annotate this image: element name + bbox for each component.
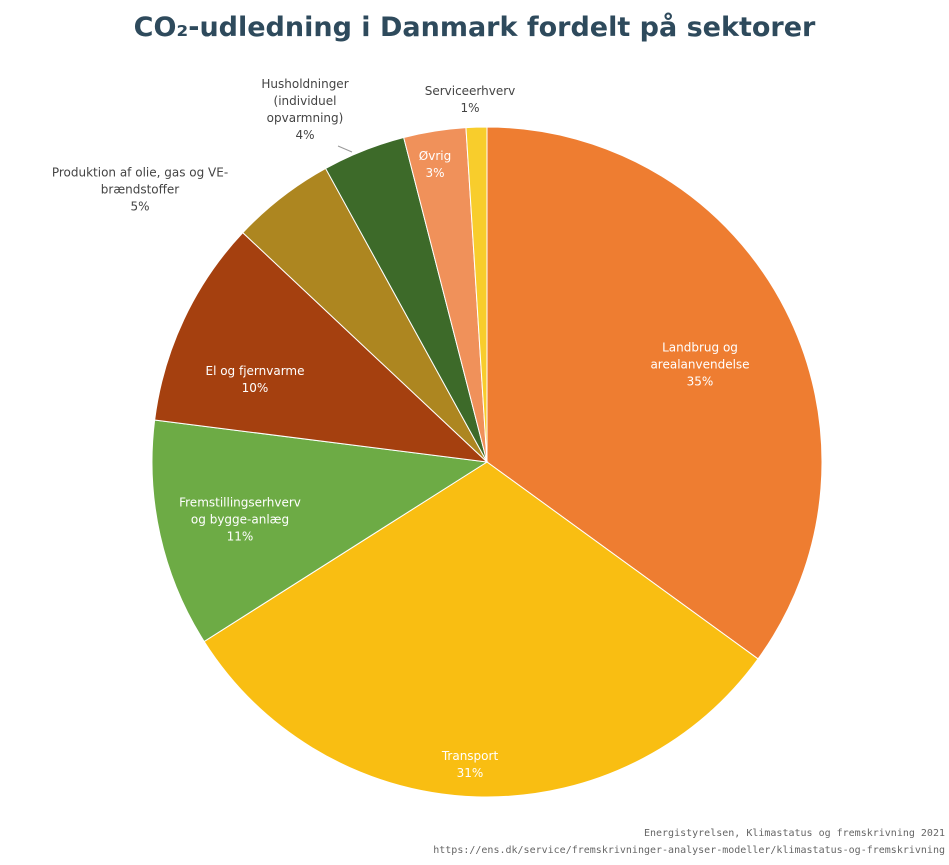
category-label: Landbrug og arealanvendelse <box>650 340 750 372</box>
value-label: 5% <box>130 199 150 214</box>
value-label: 3% <box>425 166 445 180</box>
category-label: Serviceerhverv <box>424 84 516 98</box>
category-label: Øvrig <box>418 149 452 163</box>
slice-label: El og fjernvarme 10% <box>205 363 304 397</box>
pie-slice <box>465 126 488 463</box>
category-label: El og fjernvarme <box>205 364 305 378</box>
slice-label: Transport 31% <box>442 748 498 782</box>
value-label: 31% <box>456 766 484 780</box>
leader-line <box>337 145 353 153</box>
slice-label: Husholdninger (individuel opvarmning) 4% <box>261 76 348 144</box>
category-label: Produktion af olie, gas og VE- brændstof… <box>51 165 229 197</box>
pie-slice <box>154 231 489 463</box>
source: Energistyrelsen, Klimastatus og fremskri… <box>643 828 945 839</box>
slice-label: Landbrug og arealanvendelse 35% <box>650 340 749 391</box>
slice-label: Fremstillingserhverv og bygge-anlæg 11% <box>179 495 301 546</box>
slice-label: Produktion af olie, gas og VE- brændstof… <box>52 165 228 216</box>
pie-slice <box>151 419 489 643</box>
value-label: 10% <box>241 381 269 395</box>
pie-slice <box>203 461 759 798</box>
value-label: 35% <box>686 374 714 389</box>
pie-slice <box>486 126 823 660</box>
slice-label: Øvrig 3% <box>419 148 451 182</box>
source: https://ens.dk/service/fremskrivninger-a… <box>433 845 945 856</box>
value-label: 11% <box>226 529 254 544</box>
category-label: Husholdninger (individuel opvarmning) <box>261 77 349 125</box>
category-label: Fremstillingserhverv og bygge-anlæg <box>179 495 301 527</box>
slice-label: Serviceerhverv 1% <box>425 83 516 117</box>
chart-title: CO₂-udledning i Danmark fordelt på sekto… <box>133 12 816 43</box>
value-label: 4% <box>295 128 315 142</box>
category-label: Transport <box>441 749 499 763</box>
value-label: 1% <box>460 101 480 115</box>
